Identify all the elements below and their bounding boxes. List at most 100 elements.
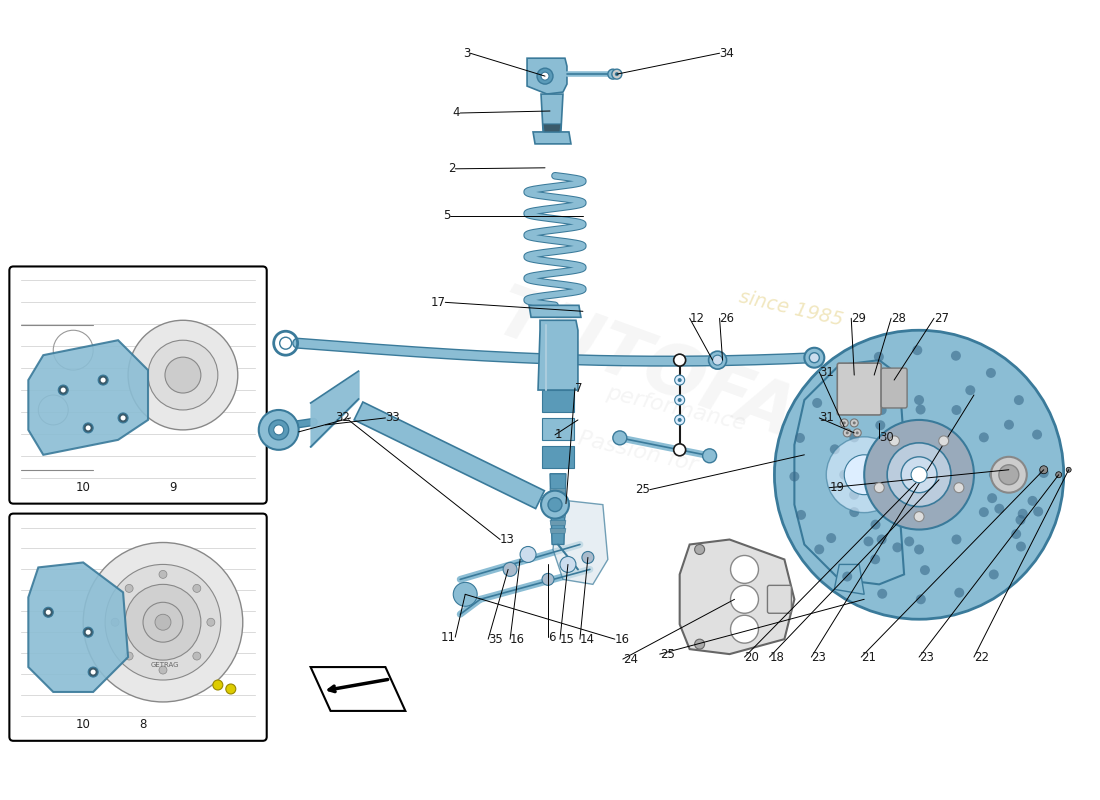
Polygon shape: [529, 306, 581, 318]
FancyBboxPatch shape: [10, 266, 266, 504]
Polygon shape: [542, 446, 574, 468]
Circle shape: [850, 419, 858, 427]
Circle shape: [268, 420, 288, 440]
Circle shape: [160, 570, 167, 578]
Circle shape: [916, 594, 926, 604]
Text: 23: 23: [812, 650, 826, 664]
Circle shape: [849, 507, 859, 517]
Circle shape: [989, 470, 999, 480]
Circle shape: [541, 72, 549, 80]
Circle shape: [999, 465, 1019, 485]
Circle shape: [890, 436, 900, 446]
Circle shape: [852, 422, 856, 425]
Circle shape: [560, 557, 576, 572]
Circle shape: [844, 429, 851, 437]
Text: 16: 16: [510, 633, 525, 646]
Circle shape: [694, 545, 705, 554]
Text: 35: 35: [488, 633, 503, 646]
Circle shape: [950, 350, 961, 361]
Circle shape: [864, 537, 873, 546]
Circle shape: [1066, 467, 1071, 472]
Circle shape: [915, 405, 925, 414]
Text: Passion for: Passion for: [576, 428, 700, 475]
Polygon shape: [550, 513, 566, 518]
Circle shape: [86, 426, 90, 430]
Text: 4: 4: [453, 106, 460, 119]
Polygon shape: [354, 402, 544, 509]
Circle shape: [730, 555, 759, 583]
Circle shape: [804, 348, 824, 368]
Circle shape: [796, 510, 806, 520]
Circle shape: [810, 353, 820, 362]
Circle shape: [213, 680, 223, 690]
Polygon shape: [538, 320, 578, 390]
Circle shape: [849, 432, 859, 442]
Text: 8: 8: [140, 718, 146, 731]
Circle shape: [790, 471, 800, 482]
Circle shape: [226, 684, 235, 694]
FancyBboxPatch shape: [881, 368, 907, 408]
Circle shape: [938, 436, 948, 446]
Circle shape: [453, 582, 477, 606]
Text: 25: 25: [660, 648, 674, 661]
Polygon shape: [550, 521, 566, 526]
Polygon shape: [550, 505, 566, 510]
Text: 19: 19: [829, 481, 845, 494]
Circle shape: [730, 615, 759, 643]
Circle shape: [713, 355, 723, 365]
Circle shape: [58, 385, 68, 395]
Circle shape: [843, 422, 846, 425]
Circle shape: [920, 565, 929, 575]
Circle shape: [541, 490, 569, 518]
Text: 2: 2: [448, 162, 455, 175]
Circle shape: [615, 72, 619, 76]
Circle shape: [673, 444, 685, 456]
Circle shape: [674, 395, 684, 405]
Circle shape: [870, 520, 880, 530]
Circle shape: [192, 652, 201, 660]
Circle shape: [1018, 509, 1027, 518]
Polygon shape: [310, 667, 406, 711]
Circle shape: [582, 551, 594, 563]
Polygon shape: [541, 94, 563, 131]
Polygon shape: [550, 474, 566, 545]
Text: 11: 11: [440, 630, 455, 644]
Text: 30: 30: [879, 431, 894, 444]
Circle shape: [84, 423, 94, 433]
Polygon shape: [542, 390, 574, 412]
Text: 12: 12: [690, 312, 705, 325]
Circle shape: [873, 352, 883, 362]
Circle shape: [537, 68, 553, 84]
Circle shape: [1027, 496, 1037, 506]
Circle shape: [986, 368, 996, 378]
Circle shape: [887, 443, 952, 506]
Text: 33: 33: [385, 411, 400, 425]
Circle shape: [876, 420, 886, 430]
Circle shape: [966, 386, 976, 395]
Polygon shape: [527, 58, 566, 94]
Text: 9: 9: [169, 481, 177, 494]
Polygon shape: [543, 124, 561, 132]
Circle shape: [914, 512, 924, 522]
Circle shape: [121, 415, 125, 421]
Circle shape: [856, 431, 859, 434]
Text: 16: 16: [615, 633, 630, 646]
Circle shape: [865, 420, 974, 530]
Circle shape: [678, 418, 682, 422]
Circle shape: [674, 415, 684, 425]
Circle shape: [678, 398, 682, 402]
Circle shape: [1015, 515, 1025, 525]
Circle shape: [1033, 506, 1043, 517]
Text: 5: 5: [443, 209, 450, 222]
Circle shape: [60, 387, 66, 393]
Circle shape: [914, 545, 924, 554]
Circle shape: [954, 482, 964, 493]
Text: 21: 21: [861, 650, 877, 664]
Polygon shape: [550, 489, 566, 494]
Text: 31: 31: [820, 411, 834, 425]
Circle shape: [678, 378, 682, 382]
Circle shape: [520, 546, 536, 562]
Circle shape: [46, 610, 51, 614]
Text: 6: 6: [548, 630, 556, 644]
Text: 15: 15: [560, 633, 575, 646]
